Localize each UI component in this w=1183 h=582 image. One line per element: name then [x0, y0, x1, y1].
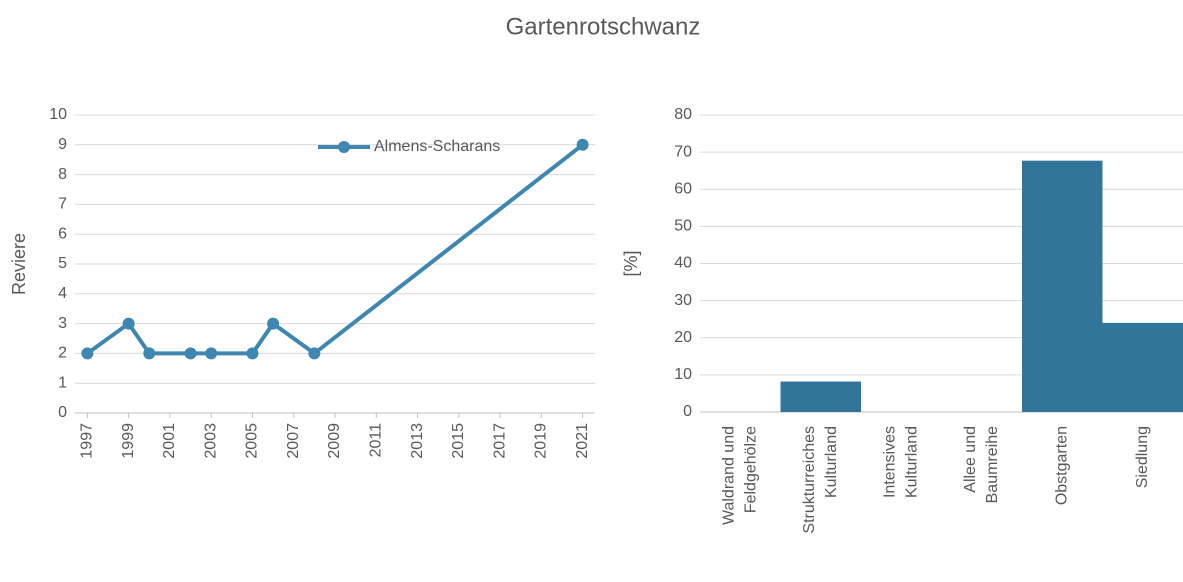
x-tick-label: Waldrand und — [720, 426, 737, 525]
legend-label: Almens-Scharans — [374, 138, 500, 155]
x-tick-label: 2019 — [533, 423, 550, 459]
y-tick-label: 50 — [674, 218, 692, 235]
x-tick-label: Strukturreiches — [801, 426, 818, 534]
marker — [246, 347, 258, 359]
x-tick-label: Allee und — [962, 426, 979, 493]
y-tick-label: 8 — [58, 166, 67, 183]
marker — [577, 139, 589, 151]
x-tick-label: 2009 — [326, 423, 343, 459]
x-tick-label: Kulturland — [823, 426, 840, 498]
x-tick-label: 1997 — [79, 423, 96, 459]
x-tick-label: 2011 — [367, 423, 384, 458]
y-tick-label: 10 — [49, 106, 67, 123]
y-tick-label: 3 — [58, 315, 67, 332]
x-tick-label: Baumreihe — [984, 426, 1001, 503]
y-axis-label: Reviere — [9, 233, 29, 295]
bar — [1022, 161, 1103, 412]
x-tick-label: Feldgehölze — [742, 426, 759, 513]
y-tick-label: 0 — [683, 403, 692, 420]
x-tick-label: 2021 — [574, 423, 591, 459]
y-tick-label: 40 — [674, 255, 692, 272]
y-tick-label: 70 — [674, 143, 692, 160]
marker — [81, 347, 93, 359]
legend-marker — [338, 141, 350, 153]
marker — [267, 318, 279, 330]
marker — [143, 347, 155, 359]
y-tick-label: 2 — [58, 345, 67, 362]
y-tick-label: 30 — [674, 292, 692, 309]
line — [87, 145, 582, 354]
y-tick-label: 9 — [58, 136, 67, 153]
figure-title: Gartenrotschwanz — [506, 13, 701, 40]
x-tick-label: 2007 — [285, 423, 302, 459]
x-tick-label: Obstgarten — [1053, 426, 1070, 505]
x-tick-label: 2005 — [244, 423, 261, 459]
x-tick-label: 2001 — [161, 423, 178, 459]
x-tick-label: Intensives — [881, 426, 898, 498]
x-tick-label: Siedlung — [1134, 426, 1151, 488]
x-tick-label: 2015 — [450, 423, 467, 459]
x-tick-label: 2017 — [491, 423, 508, 459]
y-tick-label: 10 — [674, 366, 692, 383]
y-tick-label: 6 — [58, 225, 67, 242]
x-tick-label: 2013 — [409, 423, 426, 459]
y-tick-label: 60 — [674, 180, 692, 197]
marker — [123, 318, 135, 330]
x-tick-label: 1999 — [120, 423, 137, 459]
y-tick-label: 7 — [58, 196, 67, 213]
marker — [205, 347, 217, 359]
x-tick-label: Kulturland — [903, 426, 920, 498]
y-tick-label: 5 — [58, 255, 67, 272]
x-tick-label: 2003 — [202, 423, 219, 459]
y-tick-label: 0 — [58, 404, 67, 421]
y-tick-label: 80 — [674, 106, 692, 123]
y-tick-label: 4 — [58, 285, 67, 302]
bar — [781, 382, 862, 412]
bar — [1103, 323, 1183, 412]
y-tick-label: 20 — [674, 329, 692, 346]
y-axis-label: [%] — [621, 250, 641, 276]
y-tick-label: 1 — [58, 374, 67, 391]
marker — [308, 347, 320, 359]
marker — [185, 347, 197, 359]
